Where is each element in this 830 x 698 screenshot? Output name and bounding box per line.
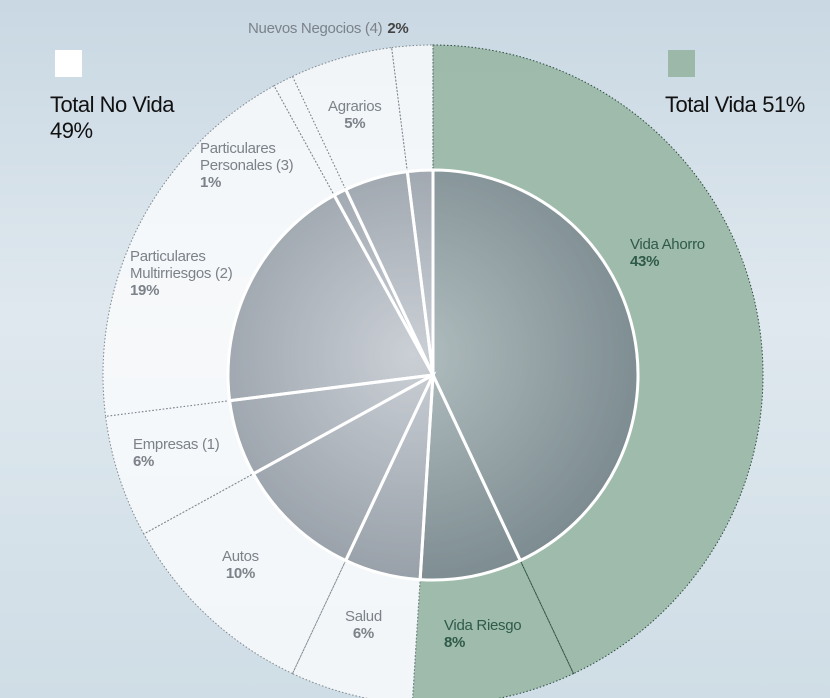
group-name: Total Vida bbox=[665, 92, 756, 117]
page: Vida Ahorro43%Vida Riesgo8%Salud6%Autos1… bbox=[0, 0, 830, 698]
segment-name: Vida Riesgo bbox=[444, 617, 521, 634]
group-value: 51% bbox=[762, 92, 805, 117]
segment-value: 10% bbox=[222, 565, 259, 582]
segment-label: Empresas (1)6% bbox=[133, 436, 219, 470]
segment-value: 2% bbox=[387, 20, 408, 37]
segment-name: Particulares Multirriesgos (2) bbox=[130, 248, 232, 282]
segment-label: Nuevos Negocios (4) 2% bbox=[248, 20, 408, 37]
segment-value: 19% bbox=[130, 282, 275, 299]
segment-value: 8% bbox=[444, 634, 521, 651]
segment-value: 6% bbox=[345, 625, 382, 642]
legend-swatch bbox=[668, 50, 695, 77]
segment-name: Empresas (1) bbox=[133, 436, 219, 453]
segment-name: Salud bbox=[345, 608, 382, 625]
group-name: Total No Vida bbox=[50, 92, 174, 117]
segment-label: Particulares Multirriesgos (2)19% bbox=[130, 248, 275, 299]
segment-name: Vida Ahorro bbox=[630, 236, 705, 253]
segment-name: Nuevos Negocios (4) bbox=[248, 20, 382, 37]
segment-name: Autos bbox=[222, 548, 259, 565]
segment-value: 43% bbox=[630, 253, 705, 270]
segment-name: Agrarios bbox=[328, 98, 381, 115]
group-value: 49% bbox=[50, 118, 174, 144]
segment-name: Particulares Personales (3) bbox=[200, 140, 293, 174]
segment-value: 5% bbox=[328, 115, 381, 132]
segment-value: 1% bbox=[200, 174, 295, 191]
segment-value: 6% bbox=[133, 453, 219, 470]
legend-swatch bbox=[55, 50, 82, 77]
segment-label: Particulares Personales (3)1% bbox=[200, 140, 295, 191]
